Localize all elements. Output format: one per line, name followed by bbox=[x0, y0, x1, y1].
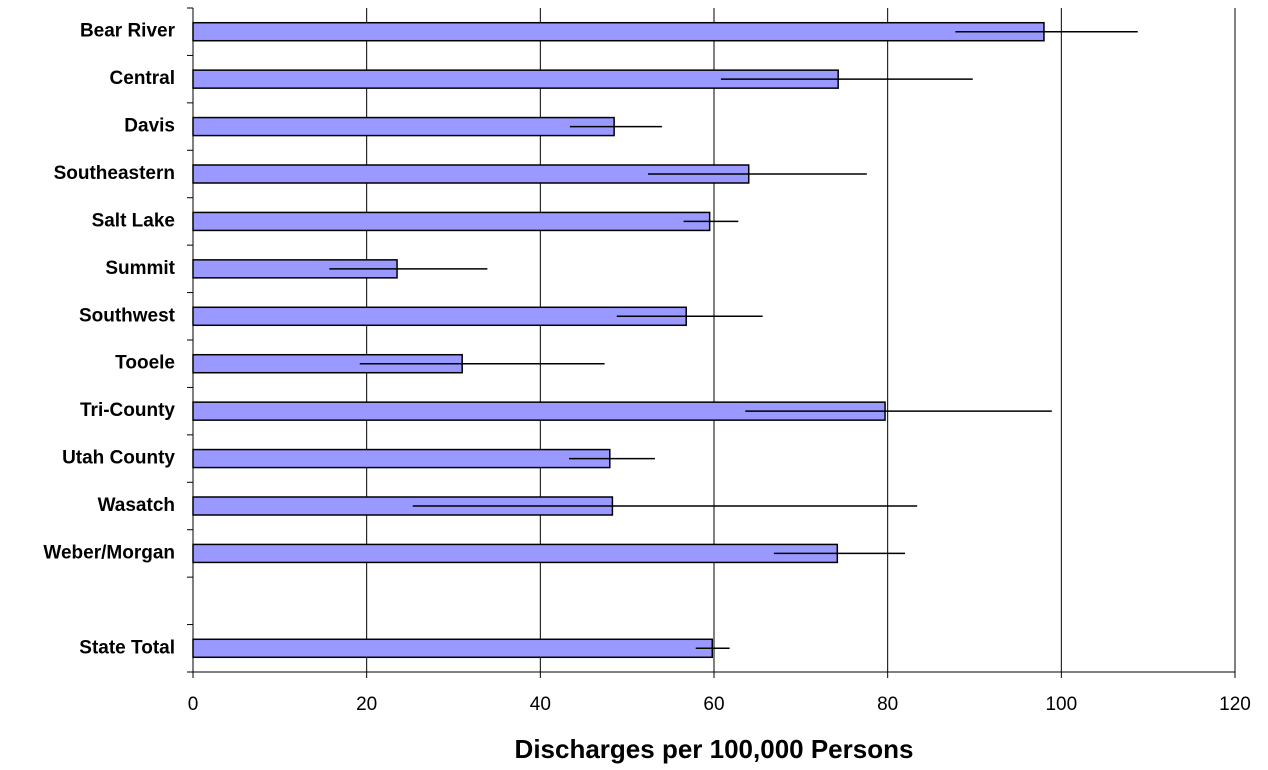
y-tick-label: Davis bbox=[124, 116, 175, 137]
bar bbox=[192, 211, 711, 232]
y-tick-label: State Total bbox=[79, 637, 175, 658]
y-tick-label: Tri-County bbox=[80, 400, 175, 421]
x-tick-label: 0 bbox=[188, 694, 199, 715]
x-tick-label: 60 bbox=[703, 694, 724, 715]
bar bbox=[192, 116, 615, 137]
y-tick-label: Wasatch bbox=[98, 495, 175, 516]
y-tick-label: Tooele bbox=[115, 353, 175, 374]
x-tick-label: 80 bbox=[877, 694, 898, 715]
y-tick-label: Summit bbox=[105, 258, 175, 279]
y-tick-label: Southeastern bbox=[54, 163, 175, 184]
x-tick-label: 20 bbox=[356, 694, 377, 715]
y-tick-label: Weber/Morgan bbox=[43, 542, 175, 563]
y-tick-label: Salt Lake bbox=[92, 210, 175, 231]
x-axis-title: Discharges per 100,000 Persons bbox=[515, 734, 914, 764]
y-tick-label: Southwest bbox=[79, 305, 176, 326]
bar bbox=[192, 21, 1045, 42]
y-tick-label: Bear River bbox=[80, 21, 176, 42]
bar bbox=[192, 543, 839, 564]
bar bbox=[192, 306, 687, 327]
y-tick-label: Utah County bbox=[62, 448, 175, 469]
bar bbox=[192, 638, 714, 659]
x-tick-label: 40 bbox=[530, 694, 551, 715]
x-tick-label: 100 bbox=[1045, 694, 1077, 715]
bar bbox=[192, 448, 611, 469]
y-tick-label: Central bbox=[110, 68, 175, 89]
x-tick-label: 120 bbox=[1219, 694, 1251, 715]
